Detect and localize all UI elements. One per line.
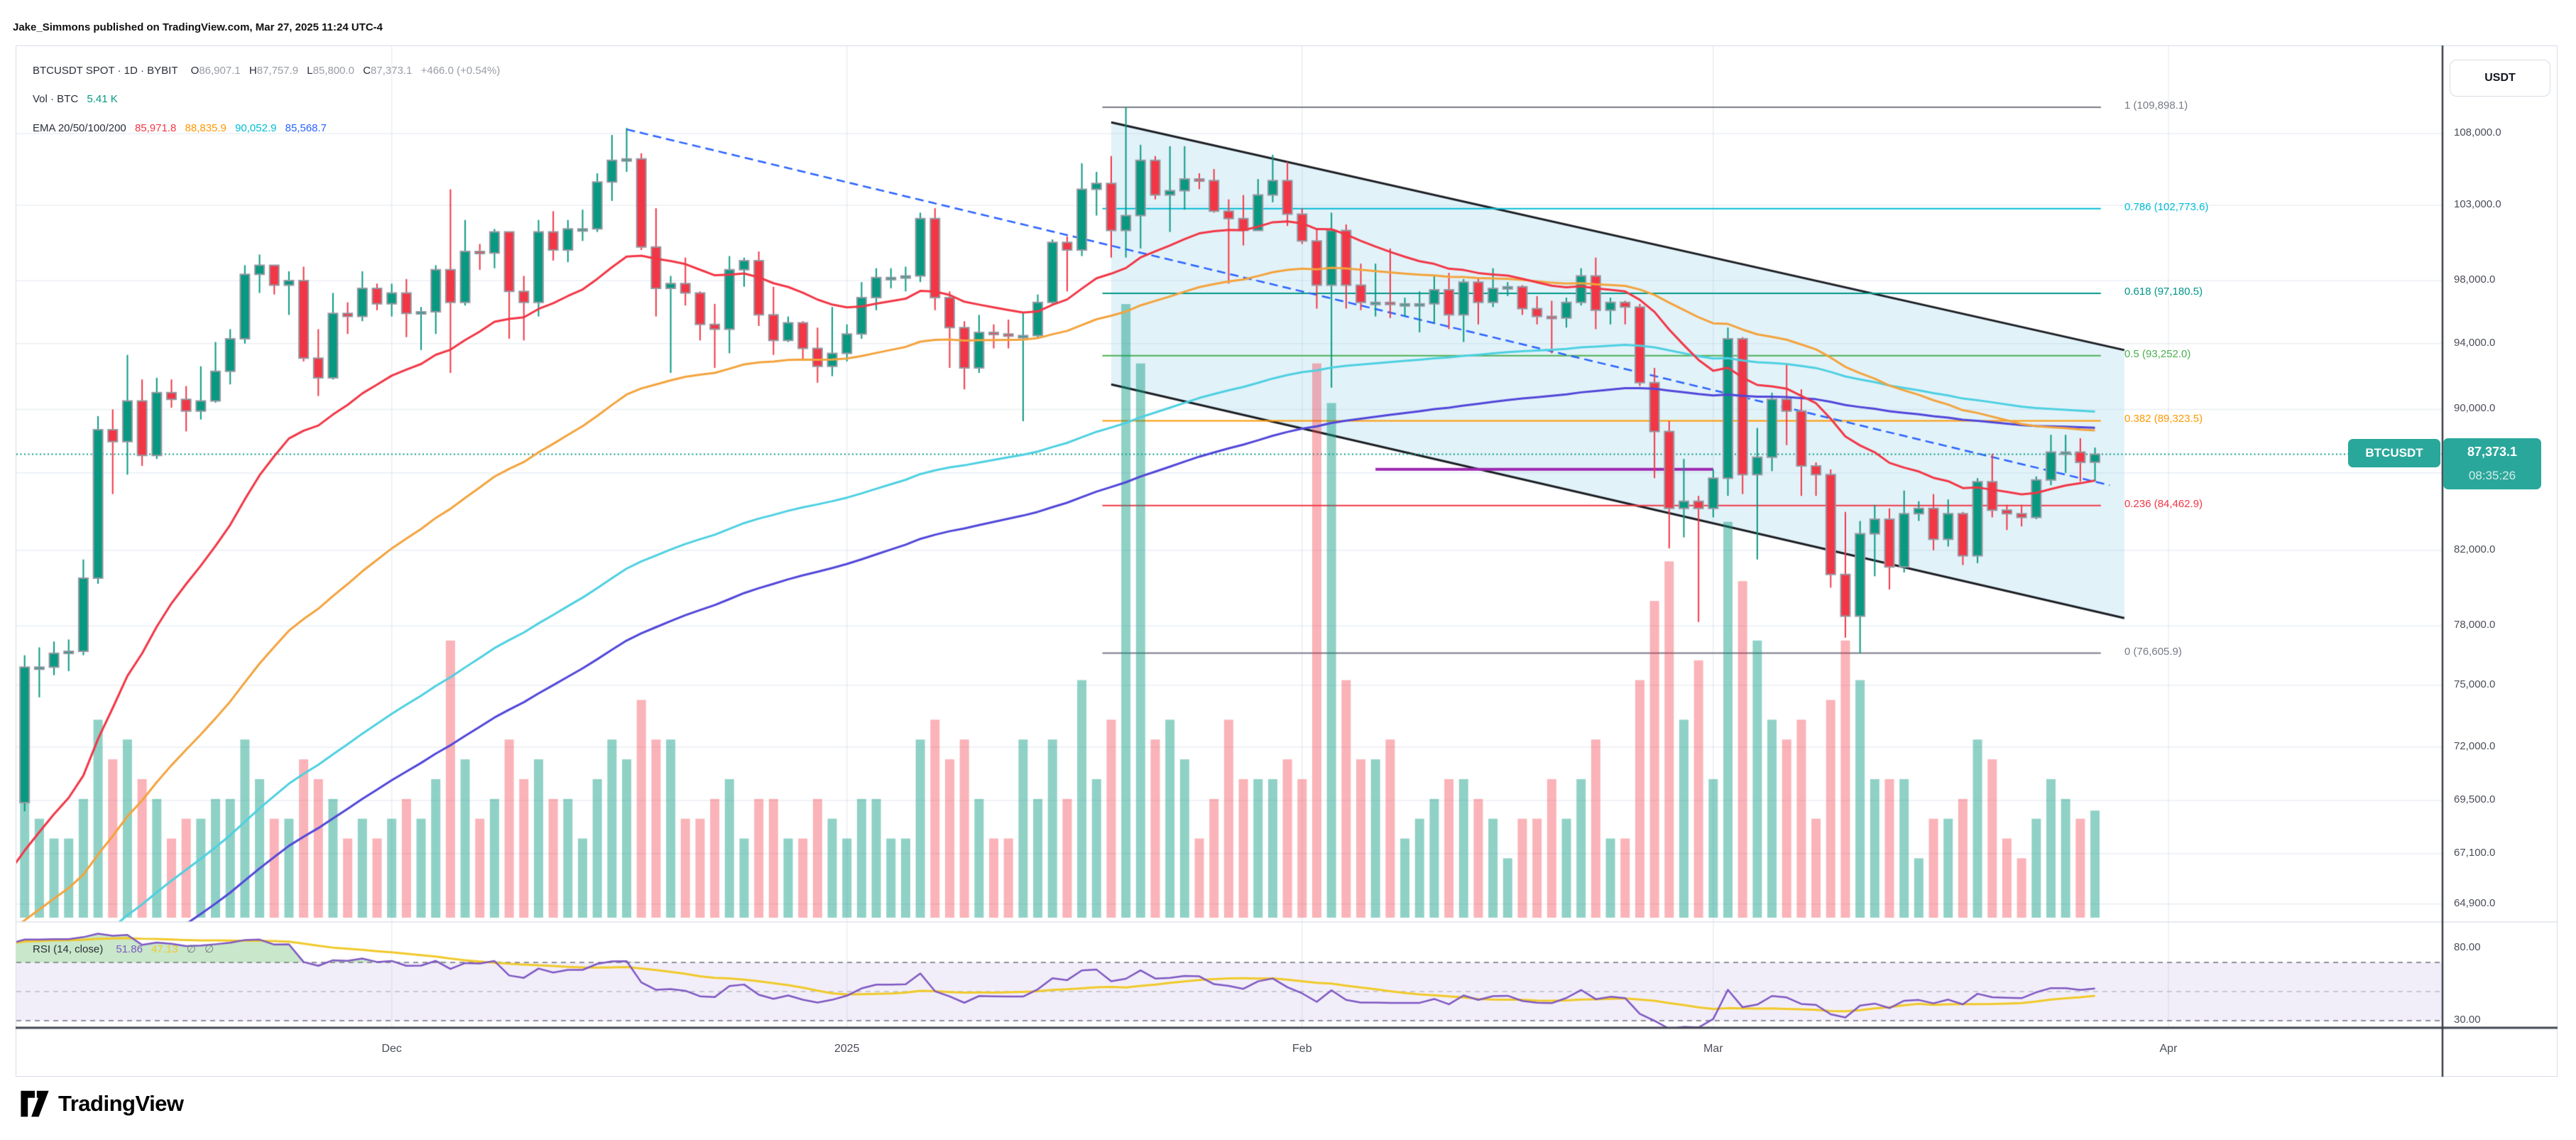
symbol-price-tag: BTCUSDT [2348, 439, 2440, 467]
close-label: C [363, 65, 371, 77]
rsi-empty-icon: ∅ [186, 943, 196, 955]
bar-countdown: 08:35:26 [2468, 469, 2516, 482]
fib-level-label: 0.786 (102,773.6) [2124, 200, 2209, 213]
rsi-tick-label: 30.00 [2454, 1014, 2481, 1026]
volume-legend-row[interactable]: Vol · BTC 5.41 K [33, 92, 118, 107]
rsi-legend-row[interactable]: RSI (14, close) 51.86 47.13 ∅ ∅ [33, 943, 214, 957]
fib-level-label: 0.618 (97,180.5) [2124, 285, 2203, 298]
time-tick-label: Apr [2159, 1043, 2178, 1055]
fib-level-label: 0.5 (93,252.0) [2124, 347, 2191, 360]
time-tick-label: Feb [1292, 1043, 1312, 1055]
symbol-title: BTCUSDT SPOT · 1D · BYBIT [33, 65, 178, 77]
symbol-legend-row[interactable]: BTCUSDT SPOT · 1D · BYBIT O86,907.1 H87,… [33, 64, 500, 78]
price-tick-label: 67,100.0 [2454, 846, 2496, 859]
open-label: O [190, 65, 200, 77]
price-tick-label: 64,900.0 [2454, 896, 2496, 909]
volume-label: Vol · BTC [33, 93, 79, 105]
ema200-value: 85,568.7 [285, 122, 327, 134]
currency-toggle-button[interactable]: USDT [2450, 60, 2550, 97]
price-tick-label: 98,000.0 [2454, 273, 2496, 286]
high-label: H [249, 65, 257, 77]
time-tick-label: Mar [1703, 1043, 1723, 1055]
rsi-ma-value: 47.13 [151, 943, 178, 955]
price-tick-label: 108,000.0 [2454, 126, 2501, 139]
last-price-value: 87,373.1 [2467, 445, 2518, 459]
ema50-value: 88,835.9 [185, 122, 227, 134]
open-value: 86,907.1 [199, 65, 241, 77]
rsi-tick-label: 80.00 [2454, 940, 2481, 953]
price-tick-label: 90,000.0 [2454, 402, 2496, 415]
ema20-value: 85,971.8 [134, 122, 177, 134]
tradingview-logo-text: TradingView [58, 1091, 184, 1116]
close-value: 87,373.1 [371, 65, 413, 77]
change-value: +466.0 (+0.54%) [420, 65, 501, 77]
high-value: 87,757.9 [256, 65, 299, 77]
low-label: L [307, 65, 313, 77]
fib-level-label: 0 (76,605.9) [2124, 645, 2182, 658]
ema-label: EMA 20/50/100/200 [33, 122, 126, 134]
rsi-label: RSI (14, close) [33, 943, 104, 955]
volume-value: 5.41 K [87, 93, 118, 105]
ema100-value: 90,052.9 [235, 122, 277, 134]
low-value: 85,800.0 [312, 65, 355, 77]
time-tick-label: Dec [381, 1043, 402, 1055]
price-tick-label: 78,000.0 [2454, 619, 2496, 631]
fib-level-label: 0.382 (89,323.5) [2124, 413, 2203, 425]
time-tick-label: 2025 [834, 1043, 860, 1055]
tradingview-logo[interactable]: TradingView [20, 1090, 184, 1118]
fib-level-label: 1 (109,898.1) [2124, 99, 2188, 112]
fib-level-label: 0.236 (84,462.9) [2124, 497, 2203, 510]
price-tick-label: 75,000.0 [2454, 678, 2496, 690]
price-tick-label: 69,500.0 [2454, 793, 2496, 805]
last-price-badge[interactable]: 87,373.1 08:35:26 [2443, 438, 2541, 489]
price-tick-label: 103,000.0 [2454, 198, 2501, 210]
rsi-empty-icon: ∅ [204, 943, 214, 955]
rsi-value: 51.86 [116, 943, 143, 955]
tradingview-logo-icon [21, 1090, 49, 1117]
ema-legend-row[interactable]: EMA 20/50/100/200 85,971.8 88,835.9 90,0… [33, 121, 327, 136]
price-tick-label: 82,000.0 [2454, 543, 2496, 555]
price-tick-label: 72,000.0 [2454, 739, 2496, 752]
price-tick-label: 94,000.0 [2454, 336, 2496, 349]
